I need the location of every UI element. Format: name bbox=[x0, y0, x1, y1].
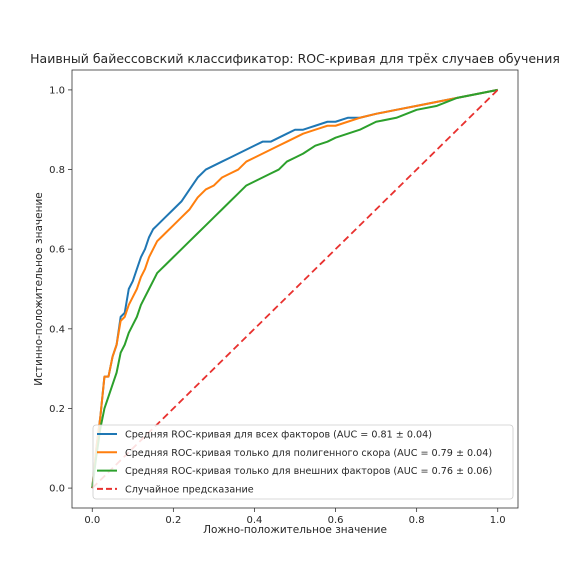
y-tick-label: 0.0 bbox=[49, 484, 65, 495]
y-tick-label: 0.4 bbox=[49, 324, 65, 335]
legend-box bbox=[92, 424, 514, 500]
series-line-1 bbox=[91, 88, 498, 489]
y-axis-label: Истинно-положительное значение bbox=[33, 192, 45, 385]
y-tick-label: 1.0 bbox=[49, 85, 65, 96]
chart-title: Наивный байессовский классификатор: ROC-… bbox=[30, 51, 560, 66]
y-axis-ticks: 0.0 0.2 0.4 0.6 0.8 1.0 bbox=[49, 85, 72, 495]
legend: Средняя ROC-кривая для всех факторов (AU… bbox=[92, 424, 514, 500]
x-tick-label: 0.8 bbox=[409, 515, 425, 526]
series-line-3 bbox=[91, 88, 498, 489]
x-axis-label: Ложно-положительное значение bbox=[203, 524, 387, 536]
legend-label-2: Средняя ROC-кривая только для полигенног… bbox=[125, 448, 492, 459]
legend-label-1: Средняя ROC-кривая для всех факторов (AU… bbox=[125, 430, 432, 441]
x-tick-label: 0.0 bbox=[84, 515, 100, 526]
series-line-2 bbox=[91, 88, 498, 489]
x-tick-label: 0.4 bbox=[247, 515, 263, 526]
legend-label-4: Случайное предсказание bbox=[125, 484, 254, 495]
y-tick-label: 0.8 bbox=[49, 165, 65, 176]
series-layer bbox=[91, 88, 499, 489]
plot-frame bbox=[71, 69, 519, 509]
x-tick-label: 0.6 bbox=[328, 515, 344, 526]
series-line-4 bbox=[91, 89, 499, 489]
y-tick-label: 0.6 bbox=[49, 245, 65, 256]
x-tick-label: 1.0 bbox=[490, 515, 506, 526]
y-tick-label: 0.2 bbox=[49, 404, 65, 415]
x-tick-label: 0.2 bbox=[165, 515, 181, 526]
legend-label-3: Средняя ROC-кривая только для внешних фа… bbox=[125, 466, 492, 477]
x-axis-ticks: 0.0 0.2 0.4 0.6 0.8 1.0 bbox=[84, 508, 506, 526]
